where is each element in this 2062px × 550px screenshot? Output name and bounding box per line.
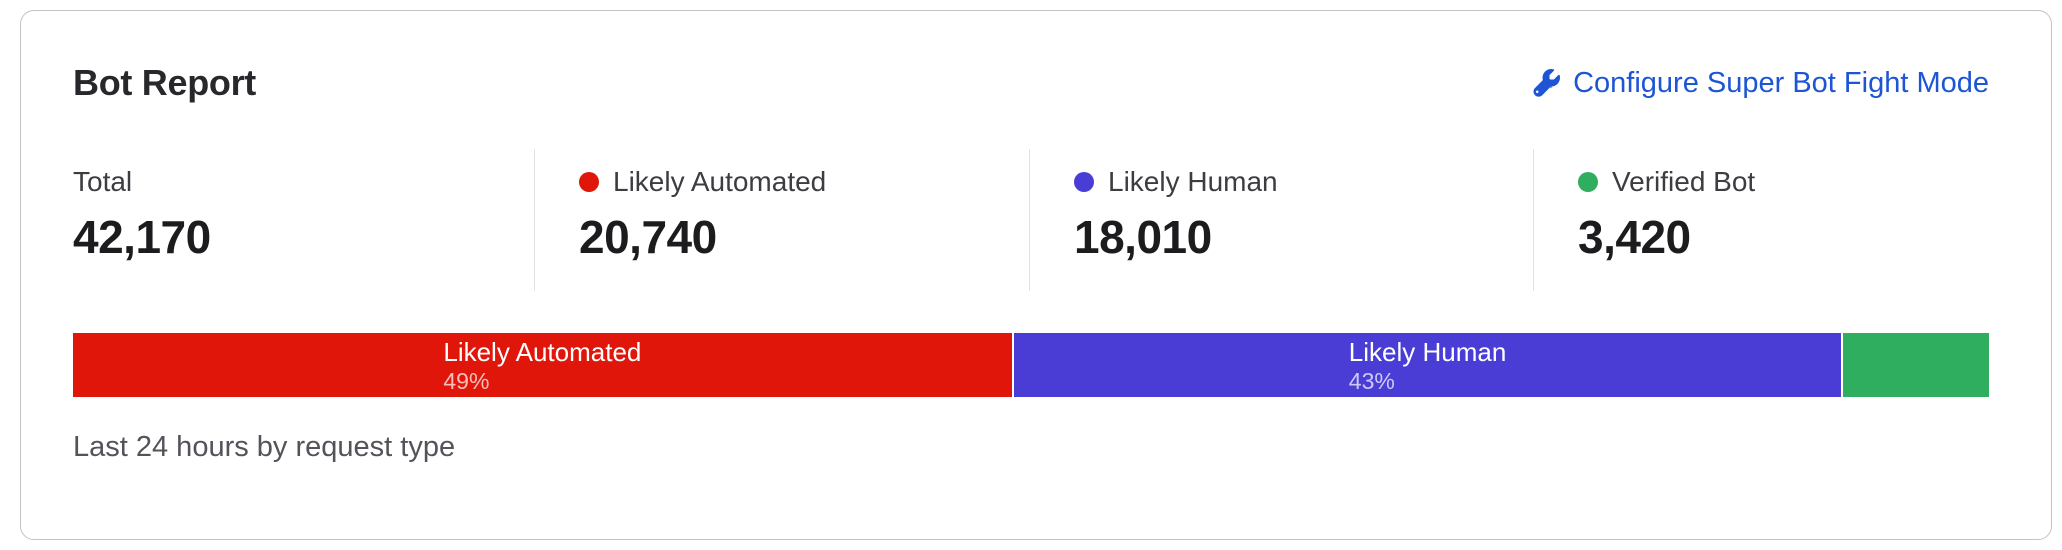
stat-label: Likely Automated xyxy=(613,166,827,197)
stat-label: Total xyxy=(73,166,133,197)
stat-likely-human-value: 18,010 xyxy=(1074,211,1212,263)
request-distribution-bar: Likely Automated 49% Likely Human 43% Ve… xyxy=(73,333,1989,397)
wrench-icon xyxy=(1533,69,1561,97)
stat-likely-human: Likely Human 18,010 xyxy=(1029,149,1533,291)
configure-super-bot-fight-mode-link[interactable]: Configure Super Bot Fight Mode xyxy=(1532,65,1989,101)
card-header: Bot Report Configure Super Bot Fight Mod… xyxy=(73,61,1989,105)
bar-segment-likely-human: Likely Human 43% xyxy=(1013,333,1844,397)
stats-row: Total 42,170 Likely Automated 20,740 Lik… xyxy=(73,149,1989,291)
stat-likely-automated-label-row: Likely Automated xyxy=(579,167,1029,197)
card-caption: Last 24 hours by request type xyxy=(73,431,456,463)
likely-automated-dot-icon xyxy=(579,172,599,192)
bot-report-card: Bot Report Configure Super Bot Fight Mod… xyxy=(20,10,2052,540)
likely-human-dot-icon xyxy=(1074,172,1094,192)
bar-segment-verified-bot: Verified Bot xyxy=(1843,333,1989,397)
stat-verified-bot-value: 3,420 xyxy=(1578,211,1691,263)
stat-label: Likely Human xyxy=(1108,166,1278,197)
bar-segment-label: Likely Automated 49% xyxy=(443,336,642,394)
stat-verified-bot-label-row: Verified Bot xyxy=(1578,167,1988,197)
configure-link-label: Configure Super Bot Fight Mode xyxy=(1573,67,1989,99)
stat-likely-automated: Likely Automated 20,740 xyxy=(534,149,1029,291)
stat-likely-human-label-row: Likely Human xyxy=(1074,167,1533,197)
stat-label: Verified Bot xyxy=(1612,166,1756,197)
stat-likely-automated-value: 20,740 xyxy=(579,211,717,263)
stat-total-value: 42,170 xyxy=(73,211,211,263)
bar-segment-likely-automated: Likely Automated 49% xyxy=(73,333,1014,397)
stat-total-label-row: Total xyxy=(73,167,534,197)
bar-segment-label: Likely Human 43% xyxy=(1348,336,1507,394)
stat-verified-bot: Verified Bot 3,420 xyxy=(1533,149,1988,291)
verified-bot-dot-icon xyxy=(1578,172,1598,192)
card-title: Bot Report xyxy=(73,62,256,103)
stat-total: Total 42,170 xyxy=(73,149,534,291)
